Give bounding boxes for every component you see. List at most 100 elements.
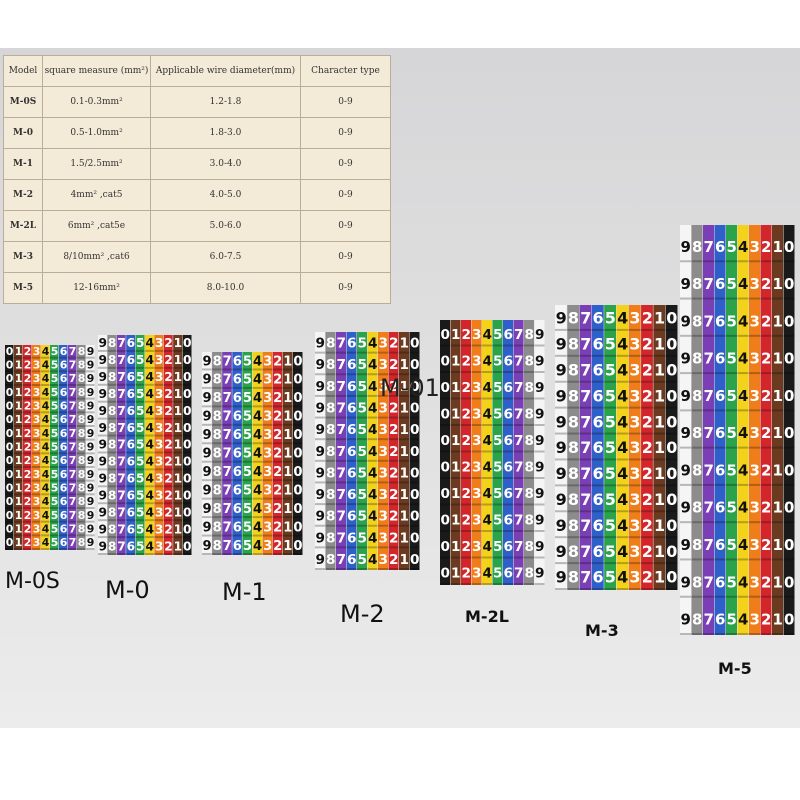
marker-column bbox=[59, 345, 68, 550]
marker-column bbox=[252, 352, 263, 555]
marker-digit: 5 bbox=[51, 454, 59, 467]
marker-digit: 3 bbox=[379, 530, 389, 546]
marker-digit: 0 bbox=[293, 428, 302, 443]
marker-digit: 5 bbox=[727, 238, 737, 256]
marker-ring bbox=[126, 451, 136, 454]
marker-ring bbox=[135, 553, 145, 555]
marker-digit: 0 bbox=[6, 441, 14, 454]
marker-digit: 5 bbox=[493, 380, 503, 396]
marker-digit: 7 bbox=[69, 400, 77, 413]
marker-ring bbox=[604, 354, 616, 357]
marker-digit: 8 bbox=[326, 400, 336, 416]
marker-ring bbox=[202, 534, 212, 537]
marker-digit: 8 bbox=[78, 536, 86, 549]
marker-ring bbox=[691, 446, 703, 449]
marker-digit: 2 bbox=[761, 461, 771, 479]
marker-digit: 5 bbox=[136, 387, 145, 401]
marker-digit: 6 bbox=[347, 530, 357, 546]
marker-digit: 3 bbox=[33, 495, 41, 508]
marker-digit: 7 bbox=[337, 336, 347, 352]
marker-ring bbox=[202, 497, 212, 500]
marker-digit: 1 bbox=[174, 455, 183, 469]
marker-digit: 9 bbox=[87, 482, 95, 495]
marker-ring bbox=[77, 384, 86, 386]
marker-ring bbox=[357, 416, 367, 419]
marker-ring bbox=[325, 459, 336, 462]
marker-digit: 1 bbox=[283, 465, 292, 480]
marker-digit: 6 bbox=[592, 568, 603, 587]
marker-ring bbox=[503, 424, 513, 426]
marker-ring bbox=[591, 328, 604, 331]
marker-ring bbox=[357, 481, 367, 484]
marker-digit: 4 bbox=[617, 542, 628, 561]
marker-ring bbox=[32, 493, 41, 496]
marker-digit: 5 bbox=[136, 336, 145, 350]
marker-ring bbox=[50, 548, 59, 550]
marker-digit: 3 bbox=[472, 433, 482, 449]
marker-digit: 2 bbox=[273, 447, 282, 462]
marker-digit: 5 bbox=[243, 539, 252, 554]
marker-digit: 1 bbox=[400, 465, 410, 481]
marker-digit: 7 bbox=[704, 387, 714, 405]
marker-digit: 4 bbox=[368, 422, 378, 438]
marker-digit: 2 bbox=[462, 539, 472, 555]
marker-digit: 6 bbox=[504, 460, 514, 476]
marker-digit: 3 bbox=[33, 523, 41, 536]
table-row: M-0S 0.1-0.3mm² 1.2-1.8 0-9 bbox=[3, 86, 391, 118]
marker-digit: 5 bbox=[727, 573, 737, 591]
marker-digit: 4 bbox=[145, 488, 154, 502]
marker-ring bbox=[252, 516, 263, 519]
marker-digit: 2 bbox=[164, 404, 173, 418]
marker-ring bbox=[492, 344, 503, 347]
marker-ring bbox=[591, 588, 604, 590]
marker-ring bbox=[378, 546, 388, 549]
marker-digit: 3 bbox=[472, 354, 482, 370]
marker-digit: 4 bbox=[368, 444, 378, 460]
marker-ring bbox=[641, 484, 653, 487]
marker-digit: 0 bbox=[183, 370, 192, 384]
marker-ring bbox=[772, 372, 783, 375]
marker-digit: 9 bbox=[681, 461, 691, 479]
marker-digit: 5 bbox=[358, 422, 368, 438]
marker-ring bbox=[262, 442, 273, 445]
marker-column bbox=[98, 335, 107, 555]
table-cell: M-3 bbox=[3, 241, 43, 273]
table-cell: 8.0-10.0 bbox=[150, 272, 301, 304]
marker-digit: 1 bbox=[15, 441, 23, 454]
marker-ring bbox=[272, 516, 283, 519]
marker-digit: 7 bbox=[223, 410, 232, 425]
marker-digit: 0 bbox=[183, 336, 192, 350]
marker-digit: 8 bbox=[78, 523, 86, 536]
marker-ring bbox=[591, 380, 604, 383]
marker-digit: 5 bbox=[243, 373, 252, 388]
marker-ring bbox=[282, 368, 293, 371]
marker-digit: 1 bbox=[174, 488, 183, 502]
marker-ring bbox=[665, 510, 678, 513]
marker-ring bbox=[450, 556, 461, 559]
marker-column bbox=[68, 345, 77, 550]
marker-digit: 8 bbox=[213, 391, 222, 406]
marker-ring bbox=[726, 409, 737, 412]
marker-ring bbox=[23, 520, 32, 523]
marker-ring bbox=[336, 351, 346, 354]
marker-ring bbox=[77, 548, 86, 550]
marker-digit: 6 bbox=[715, 350, 725, 368]
marker-digit: 1 bbox=[400, 530, 410, 546]
marker-digit: 8 bbox=[568, 309, 579, 328]
marker-ring bbox=[737, 409, 749, 412]
marker-digit: 3 bbox=[263, 391, 272, 406]
marker-digit: 0 bbox=[784, 387, 794, 405]
marker-ring bbox=[59, 452, 68, 455]
marker-ring bbox=[116, 502, 126, 505]
marker-digit: 5 bbox=[727, 536, 737, 554]
marker-digit: 2 bbox=[462, 513, 472, 529]
marker-digit: 7 bbox=[69, 427, 77, 440]
marker-ring bbox=[555, 588, 567, 590]
marker-ring bbox=[145, 536, 154, 539]
marker-digit: 7 bbox=[580, 335, 591, 354]
marker-column bbox=[86, 345, 95, 550]
marker-column bbox=[145, 335, 154, 555]
marker-digit: 3 bbox=[629, 542, 640, 561]
marker-ring bbox=[760, 297, 772, 300]
marker-ring bbox=[628, 354, 641, 357]
